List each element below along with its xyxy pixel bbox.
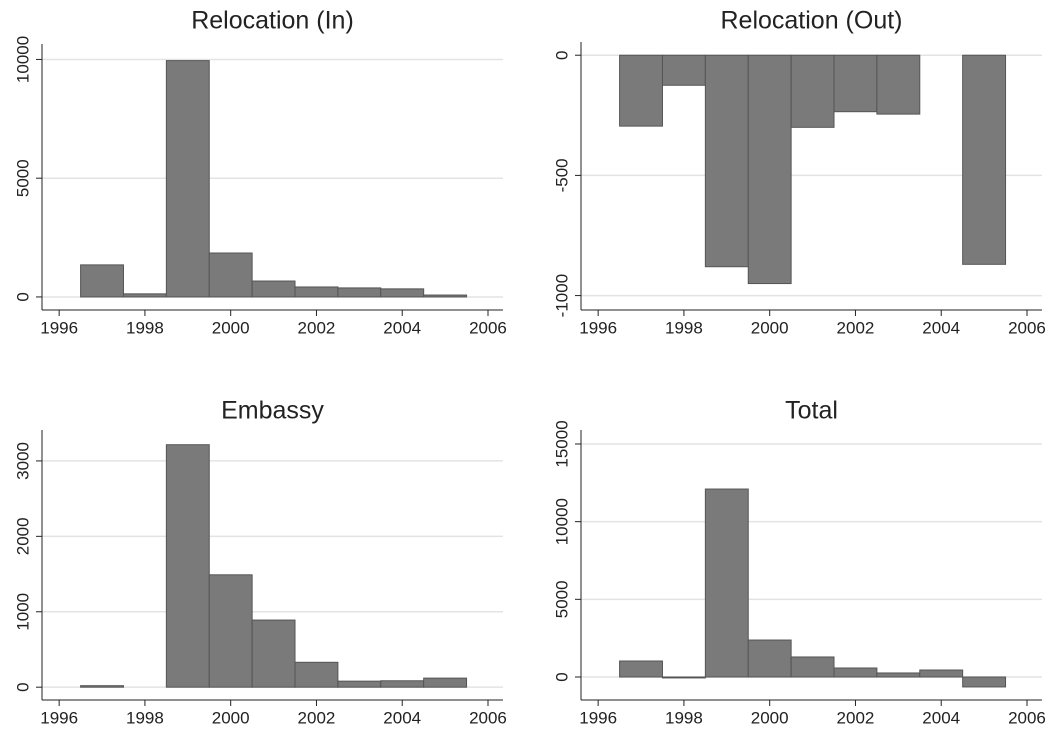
x-tick-label: 1996 <box>579 318 617 337</box>
bar <box>80 685 124 688</box>
y-tick-label: 2000 <box>13 517 32 555</box>
y-tick-label: 5000 <box>552 580 571 618</box>
bar <box>747 639 792 678</box>
bar <box>165 444 210 688</box>
bar <box>294 661 339 688</box>
bar <box>962 54 1007 265</box>
bar <box>833 667 878 678</box>
y-tick-label: 15000 <box>552 420 571 467</box>
x-tick-label: 2000 <box>212 708 250 727</box>
x-tick-label: 1996 <box>40 708 78 727</box>
x-tick-label: 2002 <box>837 708 875 727</box>
bar <box>208 574 253 688</box>
x-tick-label: 2000 <box>751 708 789 727</box>
bar <box>251 280 296 298</box>
bar <box>747 54 792 285</box>
x-tick-label: 2006 <box>469 318 507 337</box>
y-tick-label: 10000 <box>13 36 32 83</box>
bar <box>833 54 878 113</box>
bar <box>423 677 468 688</box>
y-tick-label: 0 <box>552 672 571 681</box>
bar <box>661 676 706 679</box>
x-tick-label: 1998 <box>126 708 164 727</box>
bar <box>619 660 663 678</box>
bar <box>294 286 339 298</box>
x-tick-label: 2002 <box>298 708 336 727</box>
bar <box>962 676 1007 688</box>
bar <box>337 680 382 688</box>
x-tick-label: 2004 <box>383 318 421 337</box>
y-tick-label: 3000 <box>13 442 32 480</box>
bar <box>876 672 921 678</box>
chart-title: Total <box>785 397 838 425</box>
x-tick-label: 1998 <box>665 318 703 337</box>
y-tick-label: 5000 <box>13 159 32 197</box>
y-tick-label: 1000 <box>13 593 32 631</box>
chart-title: Embassy <box>221 397 324 425</box>
bar <box>80 264 124 298</box>
y-tick-label: -500 <box>552 158 571 192</box>
bar <box>208 252 253 298</box>
x-tick-label: 2006 <box>1008 318 1046 337</box>
bar <box>919 669 964 678</box>
x-tick-label: 2006 <box>469 708 507 727</box>
x-tick-label: 2002 <box>837 318 875 337</box>
bar <box>165 60 210 298</box>
y-tick-label: -1000 <box>552 274 571 317</box>
x-tick-label: 2006 <box>1008 708 1046 727</box>
bar <box>122 293 167 298</box>
y-tick-label: 0 <box>13 292 32 301</box>
bar <box>876 54 921 115</box>
y-tick-label: 0 <box>552 50 571 59</box>
bar <box>790 656 835 678</box>
bar <box>704 54 749 268</box>
x-tick-label: 2002 <box>298 318 336 337</box>
bar <box>790 54 835 128</box>
chart-title: Relocation (In) <box>191 7 354 35</box>
bar <box>704 488 749 678</box>
x-tick-label: 1996 <box>579 708 617 727</box>
bar <box>380 288 425 298</box>
x-tick-label: 1998 <box>665 708 703 727</box>
bar <box>423 294 468 298</box>
x-tick-label: 2000 <box>751 318 789 337</box>
x-tick-label: 2004 <box>922 708 960 727</box>
bar <box>251 619 296 688</box>
bar <box>337 287 382 298</box>
bar <box>619 54 663 127</box>
y-tick-label: 0 <box>13 682 32 691</box>
x-tick-label: 1998 <box>126 318 164 337</box>
chart-title: Relocation (Out) <box>720 7 902 35</box>
x-tick-label: 1996 <box>40 318 78 337</box>
y-tick-label: 10000 <box>552 498 571 545</box>
x-tick-label: 2000 <box>212 318 250 337</box>
bar <box>380 680 425 688</box>
x-tick-label: 2004 <box>383 708 421 727</box>
bar <box>661 54 706 86</box>
x-tick-label: 2004 <box>922 318 960 337</box>
